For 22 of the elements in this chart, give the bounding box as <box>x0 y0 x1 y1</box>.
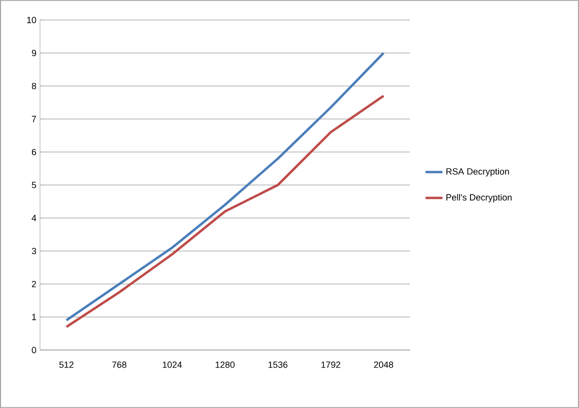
y-tick-label: 7 <box>32 116 36 122</box>
line-series <box>65 94 385 328</box>
x-tick-label: 1024 <box>162 362 182 368</box>
y-tick-label: 10 <box>27 16 36 24</box>
line-series <box>65 52 385 322</box>
y-tick-label: 1 <box>32 314 36 320</box>
legend-label: RSA Decryption <box>446 168 509 176</box>
y-tick-label: 8 <box>32 82 36 90</box>
x-tick-label: 1792 <box>321 362 340 368</box>
legend-label: Pell's Decryption <box>446 194 512 202</box>
x-tick-label: 2048 <box>374 362 394 368</box>
x-tick-label: 1536 <box>268 362 288 368</box>
y-tick-label: 9 <box>32 50 36 56</box>
x-tick-label: 768 <box>112 362 126 368</box>
y-tick-label: 6 <box>32 148 36 156</box>
y-tick-label: 5 <box>32 182 36 188</box>
y-tick-label: 3 <box>32 248 36 254</box>
x-tick-label: 1280 <box>216 362 235 368</box>
y-tick-label: 2 <box>32 280 36 288</box>
y-tick-label: 0 <box>32 346 36 354</box>
y-tick-label: 4 <box>32 214 36 222</box>
x-tick-label: 512 <box>59 362 74 368</box>
